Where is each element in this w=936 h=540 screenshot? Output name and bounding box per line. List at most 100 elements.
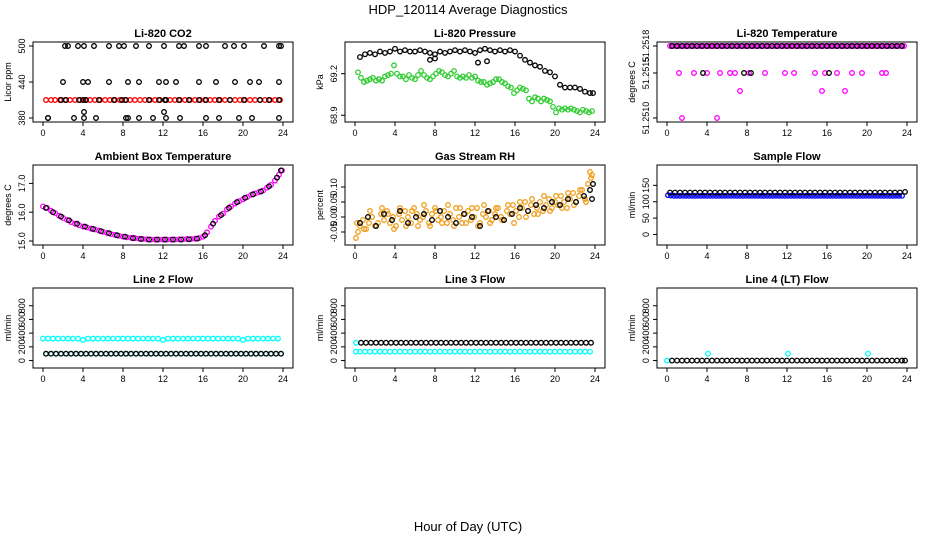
data-point [562,105,568,112]
data-point [776,192,782,199]
data-point [842,192,848,199]
data-point [367,348,373,355]
data-point [80,79,86,85]
data-point [123,115,129,121]
data-point [383,339,389,346]
data-point [81,109,87,115]
data-point [573,199,579,205]
data-point [450,217,456,223]
y-tick-label: 100 [641,194,651,209]
data-point [275,335,281,342]
x-tick-label: 20 [238,251,248,261]
data-point [507,348,513,355]
data-point [136,115,142,121]
data-point [163,97,169,103]
y-tick-label: 0.00 [329,208,339,226]
data-point [565,190,571,196]
data-point [100,335,106,342]
data-point [413,339,419,346]
data-point [529,98,535,105]
data-point [537,199,543,205]
data-point [360,217,366,223]
x-tick-label: 16 [198,128,208,138]
data-point [461,211,467,217]
data-point [376,76,382,83]
data-point [85,79,91,85]
data-point [582,348,588,355]
data-point [381,211,387,217]
x-tick-label: 0 [352,374,357,384]
data-point [469,74,475,81]
data-point [203,97,209,103]
data-point [65,335,71,342]
data-point [587,90,593,97]
x-tick-label: 16 [198,374,208,384]
data-point [162,236,168,243]
data-point [228,350,234,357]
data-point [537,63,543,70]
data-point [457,348,463,355]
x-tick-label: 24 [278,251,288,261]
chart-panel-9: Line 4 (LT) Flow ml/min 0 4 8 12 16 20 24 0 200400… [627,274,918,384]
data-point [377,48,383,55]
data-point [379,77,385,84]
data-point [427,49,433,56]
x-tick-label: 24 [590,251,600,261]
data-point [797,192,803,199]
data-point [492,48,498,55]
data-point [249,115,255,121]
data-point [872,192,878,199]
data-point [472,73,478,80]
y-tick-label: 600 [641,312,651,327]
x-tick-label: 20 [550,374,560,384]
data-point [110,335,116,342]
data-point [553,339,559,346]
data-point [847,43,853,49]
data-point [384,208,390,214]
data-point [511,220,517,226]
data-point [387,348,393,355]
x-tick-label: 4 [704,374,709,384]
data-point [250,335,256,342]
data-point [223,350,229,357]
data-point [137,97,143,103]
data-point [844,43,850,49]
data-point [529,196,535,202]
data-point [268,350,274,357]
data-point [483,339,489,346]
data-point [392,348,398,355]
data-point [423,339,429,346]
data-point [115,335,121,342]
data-point [581,193,587,199]
data-point [758,192,764,199]
data-point [788,192,794,199]
series-2 [669,357,908,364]
data-point [65,43,71,49]
series-2 [669,43,905,76]
data-point [532,62,538,69]
data-point [732,70,738,76]
data-point [81,115,87,121]
data-point [469,205,475,211]
data-point [854,357,860,364]
x-tick-label: 12 [158,374,168,384]
data-point [694,43,700,49]
data-point [439,220,445,226]
data-point [457,205,463,211]
data-point [754,43,760,49]
data-point [878,192,884,199]
data-point [248,350,254,357]
data-point [819,357,825,364]
data-point [195,335,201,342]
data-point [829,43,835,49]
data-point [243,350,249,357]
data-point [125,79,131,85]
data-point [552,73,558,80]
data-point [543,339,549,346]
data-point [181,43,187,49]
data-point [373,77,379,84]
data-point [886,43,892,49]
x-tick-label: 0 [352,128,357,138]
y-tick-label: 200 [329,339,339,354]
data-point [528,339,534,346]
